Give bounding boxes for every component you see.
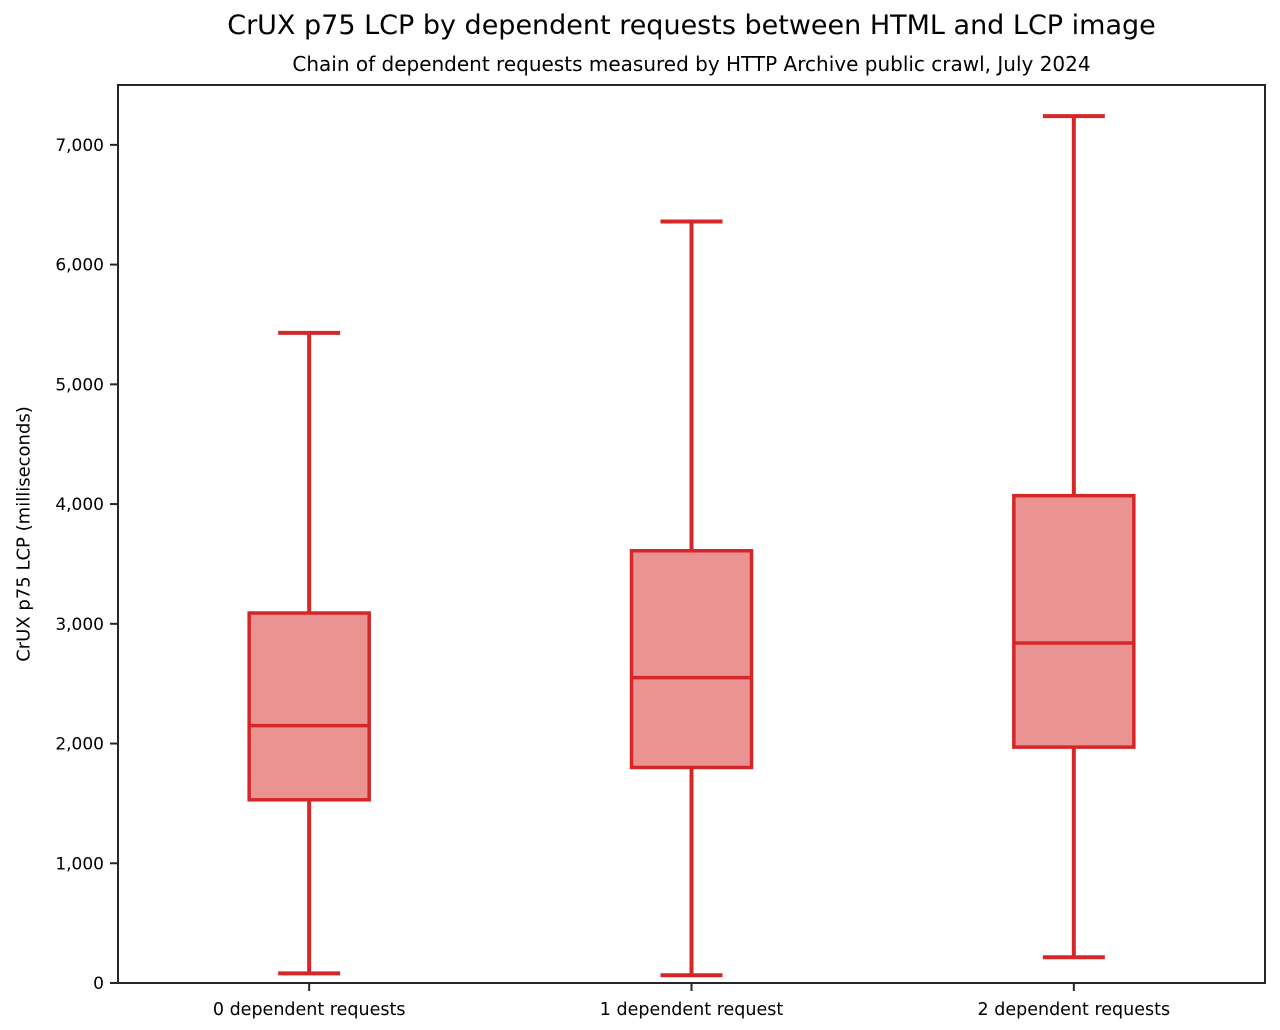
- y-tick-label: 4,000: [55, 495, 104, 515]
- x-tick-label: 1 dependent request: [600, 1000, 784, 1020]
- chart-subtitle: Chain of dependent requests measured by …: [292, 52, 1091, 76]
- y-tick-label: 6,000: [55, 256, 104, 276]
- iqr-box: [1012, 493, 1136, 749]
- y-tick-label: 0: [93, 974, 104, 994]
- iqr-box: [247, 611, 371, 802]
- y-tick-label: 1,000: [55, 854, 104, 874]
- y-tick-label: 3,000: [55, 615, 104, 635]
- x-tick-label: 2 dependent requests: [978, 1000, 1171, 1020]
- chart-title: CrUX p75 LCP by dependent requests betwe…: [227, 10, 1156, 41]
- x-tick-label: 0 dependent requests: [213, 1000, 406, 1020]
- iqr-box: [629, 549, 754, 770]
- y-tick-label: 7,000: [55, 136, 104, 156]
- y-tick-label: 5,000: [55, 375, 104, 395]
- y-tick-label: 2,000: [55, 735, 104, 755]
